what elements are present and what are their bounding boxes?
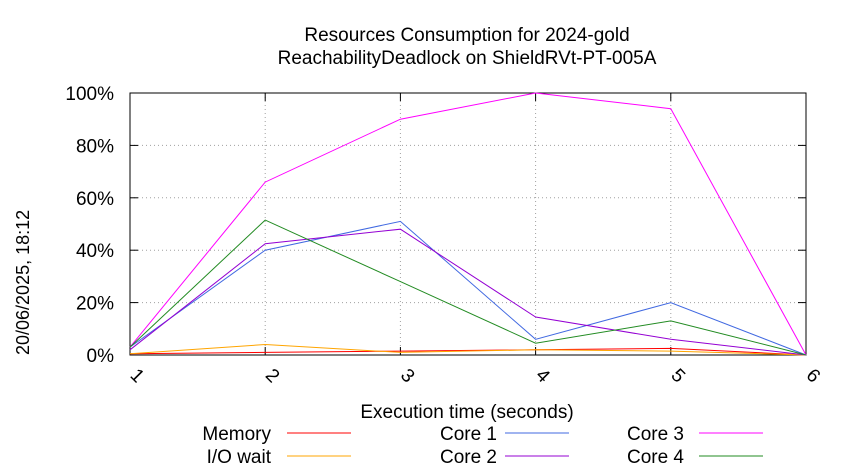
y-tick-label: 60% [76, 189, 114, 210]
x-tick-label: 4 [531, 365, 554, 388]
legend-label: Core 3 [627, 424, 684, 445]
legend-label: Core 2 [440, 447, 497, 468]
y-tick-label: 100% [65, 84, 114, 105]
legend-label: Memory [202, 424, 271, 445]
series-line-core-4 [129, 219, 807, 356]
y-tick-label: 40% [76, 241, 114, 262]
x-tick-label: 3 [396, 365, 418, 387]
x-tick-label: 2 [261, 365, 283, 387]
series-lines [129, 92, 807, 356]
series-line-i-o-wait [129, 343, 807, 356]
y-tick-label: 0% [87, 346, 115, 367]
y-axis: 0% 20% 40% 60% 80% 100% [65, 84, 806, 367]
series-line-memory [129, 347, 807, 356]
chart-subtitle: ReachabilityDeadlock on ShieldRVt-PT-005… [278, 48, 657, 69]
series-line-core-1 [129, 220, 807, 356]
legend-label: I/O wait [207, 447, 272, 468]
y-tick-label: 20% [76, 294, 114, 315]
legend-label: Core 1 [440, 424, 497, 445]
timestamp-label: 20/06/2025, 18:12 [13, 210, 33, 355]
x-tick-label: 1 [126, 365, 148, 387]
legend-label: Core 4 [627, 447, 684, 468]
y-tick-label: 80% [76, 136, 114, 157]
chart-title: Resources Consumption for 2024-gold [304, 25, 629, 46]
x-axis: 1 2 3 4 5 6 [126, 93, 824, 388]
series-line-core-3 [129, 92, 807, 356]
series-line-core-2 [129, 228, 807, 356]
x-tick-label: 5 [667, 365, 689, 387]
plot-border [129, 92, 807, 356]
x-axis-label: Execution time (seconds) [360, 402, 573, 423]
x-tick-label: 6 [802, 365, 824, 387]
